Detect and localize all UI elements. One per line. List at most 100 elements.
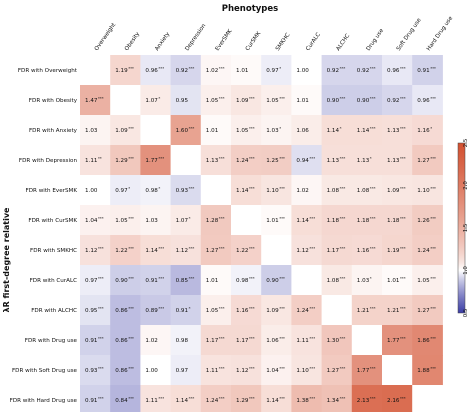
cell-value: 1.14	[296, 218, 309, 224]
significance-stars: ***	[340, 336, 346, 341]
significance-stars: ***	[340, 96, 346, 101]
heatmap-cell	[261, 295, 292, 326]
heatmap-cell	[382, 325, 413, 356]
heatmap-cell	[200, 115, 232, 146]
significance-stars: *	[370, 156, 372, 161]
significance-stars: ***	[400, 216, 406, 221]
significance-stars: ***	[189, 246, 195, 251]
heatmap-cell	[382, 175, 413, 206]
cell-value: 0.92	[387, 98, 399, 104]
significance-stars: ***	[370, 186, 376, 191]
cell-value: 1.12	[85, 248, 97, 254]
heatmap-cell	[291, 85, 323, 116]
significance-stars: ***	[279, 96, 285, 101]
colorbar-tick-label: 1.5	[463, 224, 469, 233]
cell-value: 1.86	[417, 338, 430, 344]
cell-value: 1.01	[266, 218, 279, 224]
cell-value: 0.86	[115, 338, 128, 344]
heatmap-cell	[231, 295, 262, 326]
cell-value: 0.98	[145, 188, 158, 194]
heatmap-cell	[382, 355, 413, 386]
heatmap-cell	[412, 145, 443, 176]
cell-value: 1.12	[236, 368, 248, 374]
heatmap-cell	[140, 355, 172, 386]
significance-stars: ***	[128, 366, 134, 371]
cell-value: 1.22	[115, 248, 127, 254]
heatmap-cell	[291, 385, 323, 412]
cell-value: 1.14	[357, 128, 370, 134]
significance-stars: ***	[370, 126, 376, 131]
cell-value: 1.05	[206, 98, 219, 104]
cell-value: 0.91	[85, 398, 98, 404]
cell-value: 1.13	[387, 128, 400, 134]
cell-value: 1.01	[296, 98, 309, 104]
heatmap-cell	[261, 175, 292, 206]
cell-value: 0.90	[266, 278, 279, 284]
significance-stars: ***	[128, 306, 134, 311]
heatmap-cell	[321, 235, 353, 266]
significance-stars: ***	[98, 96, 104, 101]
colorbar-tick-label: 1.0	[463, 266, 469, 275]
heatmap-cell	[140, 145, 172, 176]
heatmap-cell	[80, 85, 111, 116]
row-label: FDR with ALCHC	[31, 308, 77, 314]
significance-stars: ***	[309, 336, 315, 341]
cell-value: 1.14	[176, 398, 189, 404]
significance-stars: ***	[128, 216, 134, 221]
significance-stars: ***	[279, 306, 285, 311]
heatmap-cell	[110, 265, 141, 296]
significance-stars: ***	[309, 366, 315, 371]
column-label: Anxiety	[154, 31, 171, 52]
significance-stars: ***	[219, 396, 225, 401]
heatmap-cell	[382, 265, 413, 296]
cell-value: 1.13	[206, 158, 219, 164]
row-label: FDR with Anxiety	[29, 128, 78, 134]
heatmap-cell	[170, 85, 202, 116]
heatmap-cell	[231, 205, 262, 236]
cell-value: 1.27	[206, 248, 219, 254]
significance-stars: ***	[98, 306, 104, 311]
significance-stars: ***	[309, 306, 315, 311]
heatmap-cell	[321, 145, 353, 176]
heatmap-cell	[321, 325, 353, 356]
significance-stars: ***	[370, 396, 376, 401]
heatmap-cell	[170, 235, 202, 266]
significance-stars: ***	[400, 276, 406, 281]
heatmap-cell	[351, 295, 383, 326]
cell-value: 1.14	[327, 128, 340, 134]
significance-stars: *	[158, 96, 160, 101]
cell-value: 1.14	[145, 248, 158, 254]
significance-stars: *	[279, 126, 281, 131]
heatmap-cell	[140, 325, 172, 356]
heatmap-cell	[110, 55, 141, 86]
heatmap-cell	[412, 205, 443, 236]
cell-value: 1.06	[266, 338, 279, 344]
significance-stars: *	[189, 216, 191, 221]
heatmap-cell	[291, 295, 323, 326]
cell-value: 1.09	[115, 128, 128, 134]
significance-stars: *	[279, 66, 281, 71]
cell-value: 1.05	[236, 128, 249, 134]
cell-value: 1.26	[417, 218, 430, 224]
heatmap-cell	[321, 265, 353, 296]
cell-value: 1.16	[417, 128, 430, 134]
cell-value: 2.16	[387, 398, 400, 404]
heatmap-cell	[140, 265, 172, 296]
cell-value: 1.47	[85, 98, 98, 104]
heatmap-cell	[110, 145, 141, 176]
significance-stars: *	[370, 276, 372, 281]
heatmap-cell	[351, 145, 383, 176]
heatmap-cell	[231, 175, 262, 206]
heatmap-cell	[291, 145, 323, 176]
heatmap-cell	[231, 115, 262, 146]
heatmap-cell	[200, 145, 232, 176]
significance-stars: ***	[309, 216, 315, 221]
cell-value: 1.24	[417, 248, 430, 254]
column-label: Hard Drug use	[426, 15, 454, 52]
significance-stars: ***	[370, 216, 376, 221]
heatmap-cell	[200, 85, 232, 116]
significance-stars: ***	[400, 396, 406, 401]
cell-value: 1.17	[327, 248, 340, 254]
cell-value: 0.86	[115, 308, 128, 314]
significance-stars: ***	[249, 396, 255, 401]
